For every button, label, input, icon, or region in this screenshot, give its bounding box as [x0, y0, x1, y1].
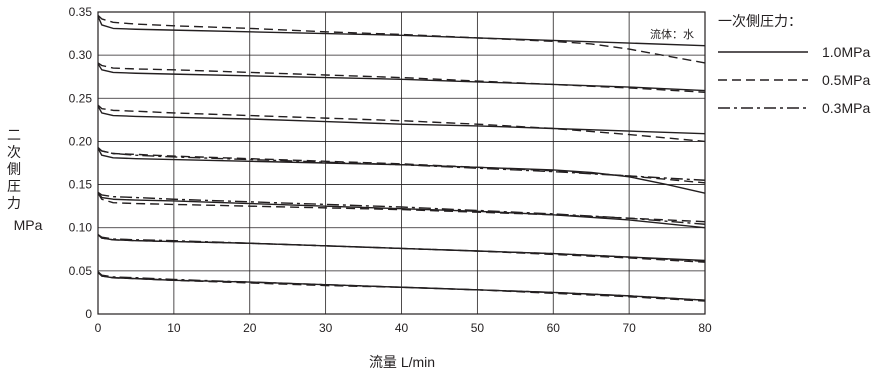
series-line-dashed-3 [97, 62, 706, 93]
series-line-dashed-13 [97, 234, 706, 263]
y-label-char-3: 側 [7, 162, 21, 178]
y-axis-label: 二 次 側 圧 力 MPa [7, 128, 43, 233]
y-tick-label: 0.05 [69, 264, 93, 278]
legend-label-1-0mpa: 1.0MPa [822, 44, 870, 60]
series-line-dashed-5 [97, 104, 706, 143]
y-tick-label: 0.30 [69, 48, 93, 62]
x-tick-label: 30 [319, 321, 333, 335]
y-tick-label: 0.10 [69, 221, 93, 235]
x-tick-label: 70 [622, 321, 636, 335]
x-axis-label: 流量 L/min [369, 354, 435, 370]
y-label-unit: MPa [14, 217, 43, 233]
series-line-dashdot-8 [97, 146, 706, 181]
series-line-dashdot-14 [97, 234, 706, 263]
y-tick-label: 0 [85, 307, 92, 321]
y-label-char-5: 力 [7, 196, 21, 212]
x-tick-label: 20 [243, 321, 257, 335]
fluid-note: 流体：水 [650, 27, 694, 41]
x-tick-label: 50 [471, 321, 485, 335]
series-line-dashed-7 [97, 147, 706, 184]
y-tick-label: 0.25 [69, 91, 93, 105]
series-line-dashed-10 [97, 192, 706, 223]
series-line-dashed-16 [97, 272, 706, 302]
x-tick-label: 80 [698, 321, 712, 335]
grid [98, 12, 705, 314]
y-tick-labels: 0 0.05 0.10 0.15 0.20 0.25 0.30 0.35 [69, 5, 93, 321]
x-tick-labels: 0 10 20 30 40 50 60 70 80 [95, 321, 712, 335]
x-tick-label: 40 [395, 321, 409, 335]
y-label-char-2: 次 [7, 145, 21, 161]
series-line-dashdot-11 [97, 191, 706, 225]
y-label-char-1: 二 [7, 128, 21, 144]
series-layer [97, 14, 706, 302]
y-label-char-4: 圧 [7, 179, 21, 195]
x-tick-label: 10 [167, 321, 181, 335]
legend-label-0-5mpa: 0.5MPa [822, 72, 870, 88]
legend-title: 一次側圧力： [718, 14, 802, 30]
plot-frame [97, 11, 706, 315]
y-tick-label: 0.20 [69, 134, 93, 148]
series-line-dashed-1 [97, 14, 706, 64]
x-tick-label: 60 [547, 321, 561, 335]
series-line-solid-0 [97, 16, 706, 47]
series-line-solid-9 [97, 191, 706, 229]
legend-label-0-3mpa: 0.3MPa [822, 100, 870, 116]
y-tick-label: 0.15 [69, 178, 93, 192]
x-tick-label: 0 [95, 321, 102, 335]
series-line-dashdot-17 [97, 271, 706, 301]
legend: 一次側圧力： 1.0MPa 0.5MPa 0.3MPa [718, 14, 870, 116]
y-tick-label: 0.35 [69, 5, 93, 19]
